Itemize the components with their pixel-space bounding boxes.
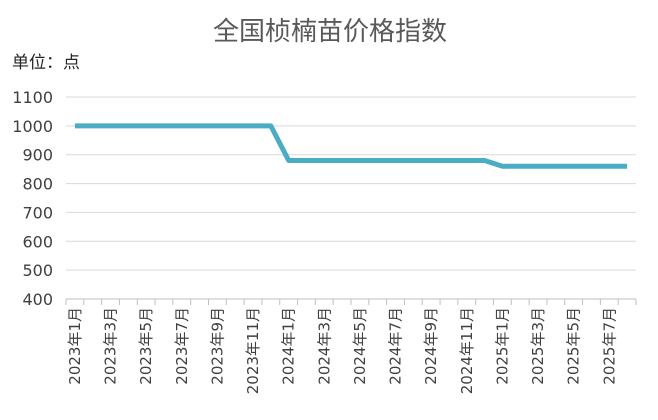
y-tick-label: 1000 [12,117,53,136]
x-tick-label: 2023年5月 [137,307,155,385]
x-tick-label: 2025年5月 [565,307,583,385]
y-tick-label: 800 [22,175,53,194]
y-tick-label: 900 [22,146,53,165]
y-tick-label: 500 [22,261,53,280]
x-tick-label: 2023年7月 [173,307,191,385]
x-tick-label: 2025年7月 [600,307,618,385]
y-axis-ticks: 400 500 600 700 800 900 1000 1100 [12,88,53,309]
y-tick-label: 600 [22,232,53,251]
x-tick-label: 2024年11月 [458,307,476,394]
chart-title: 全国桢楠苗价格指数 [213,17,447,47]
y-tick-label: 700 [22,203,53,222]
series-line [74,123,628,169]
x-tick-label: 2023年1月 [66,307,84,385]
x-tick-label: 2024年5月 [351,307,369,385]
y-tick-label: 1100 [12,88,53,107]
x-tick-label: 2024年3月 [315,307,333,385]
x-tick-label: 2023年9月 [208,307,226,385]
y-tick-label: 400 [22,290,53,309]
unit-label: 单位：点 [12,53,80,73]
x-tick-label: 2024年9月 [422,307,440,385]
x-tick-label: 2024年1月 [280,307,298,385]
x-tick-label: 2025年1月 [493,307,511,385]
series-layer [74,123,628,169]
x-tick-label: 2025年3月 [529,307,547,385]
x-tick-label: 2024年7月 [387,307,405,385]
x-tick-label: 2023年11月 [244,307,262,394]
x-tick-label: 2023年3月 [102,307,120,385]
x-axis-ticks: 2023年1月 2023年3月 2023年5月 2023年7月 2023年9月 2023年… [66,307,618,394]
